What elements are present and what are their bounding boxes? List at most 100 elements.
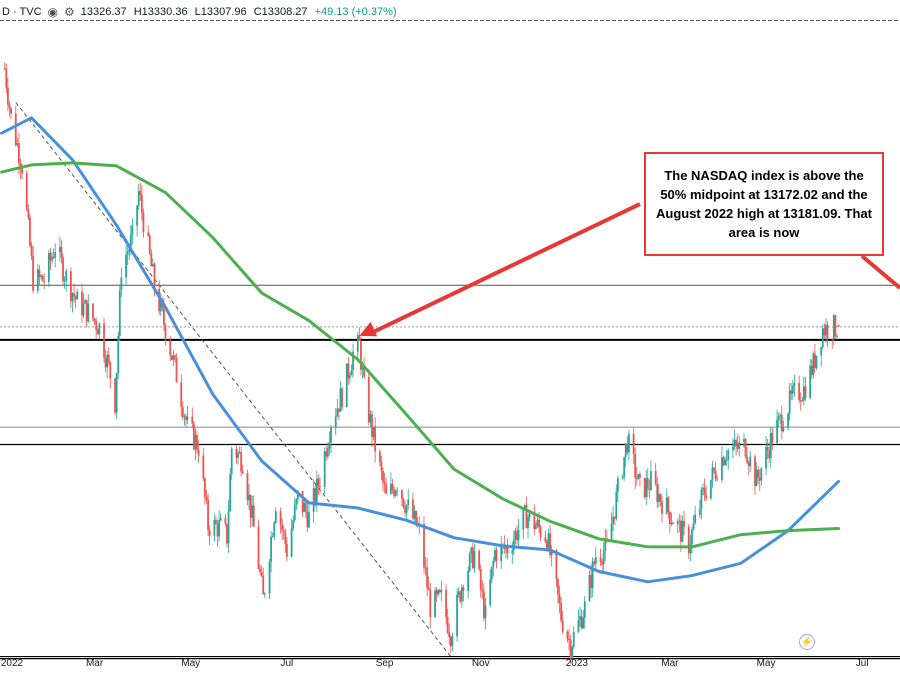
candle-body	[733, 440, 736, 447]
candle-body	[650, 471, 652, 490]
candle-body	[426, 567, 429, 588]
eye-icon[interactable]: ◉	[47, 5, 59, 19]
candle-body	[259, 568, 261, 573]
candle-body	[489, 579, 492, 606]
candle-body	[380, 462, 383, 471]
candle-body	[550, 550, 553, 556]
candle-body	[810, 365, 813, 376]
candle-body	[722, 457, 725, 466]
candle-body	[802, 386, 805, 401]
candle-body	[235, 448, 238, 458]
candle-body	[635, 477, 638, 480]
horizontal-levels	[0, 19, 900, 660]
candle-body	[107, 354, 110, 363]
candle-body	[665, 497, 668, 514]
candle-body	[790, 390, 793, 394]
arrow-offscreen	[860, 254, 900, 290]
candle-body	[301, 490, 304, 512]
candle-body	[626, 443, 629, 453]
candle-body	[648, 488, 651, 490]
candle-body	[14, 113, 17, 146]
x-tick-label: Nov	[472, 658, 490, 669]
candle-body	[602, 551, 605, 565]
change-value: +49.13 (+0.37%)	[314, 6, 397, 18]
candle-body	[172, 355, 175, 360]
candle-body	[448, 632, 451, 638]
candle-body	[694, 514, 696, 524]
x-tick-label: Mar	[661, 658, 679, 669]
candle-body	[139, 191, 142, 196]
candle-body	[326, 448, 329, 457]
candle-body	[241, 471, 244, 474]
candle-body	[535, 525, 537, 530]
candle-body	[197, 449, 200, 456]
symbol-label[interactable]: D · TVC	[2, 6, 42, 18]
candle-body	[10, 107, 12, 114]
candle-body	[580, 616, 583, 629]
candle-body	[360, 340, 362, 370]
candle-body	[216, 523, 219, 537]
candle-body	[205, 496, 208, 500]
candle-body	[8, 104, 11, 108]
candle-body	[460, 587, 463, 602]
candle-body	[621, 476, 624, 479]
candle-body	[815, 355, 818, 368]
candle-body	[170, 355, 173, 360]
candle-body	[769, 432, 772, 459]
candle-body	[282, 530, 285, 532]
candle-body	[404, 507, 406, 513]
candle-body	[801, 400, 804, 402]
candle-body	[30, 245, 33, 256]
candle-body	[350, 370, 353, 376]
candle-body	[237, 452, 239, 458]
candle-body	[591, 561, 594, 589]
symbol-header: D · TVC ◉ ⚙ 13326.37 H13330.36 L13307.96…	[0, 0, 900, 24]
candle-body	[412, 499, 414, 519]
candle-body	[274, 511, 277, 523]
candle-body	[82, 303, 85, 316]
candle-body	[40, 275, 42, 277]
candle-body	[791, 386, 794, 394]
gear-icon[interactable]: ⚙	[64, 5, 75, 19]
candle-body	[358, 335, 361, 341]
candle-body	[809, 365, 812, 398]
candle-body	[202, 455, 205, 479]
candle-body	[572, 631, 575, 647]
candle-body	[98, 323, 101, 335]
candle-body	[495, 550, 498, 562]
x-tick-label: 2023	[566, 658, 589, 669]
candle-body	[546, 541, 548, 550]
candle-body	[837, 324, 840, 327]
candle-body	[703, 487, 706, 496]
annotation-box: The NASDAQ index is above the 50% midpoi…	[644, 152, 884, 256]
candle-body	[569, 639, 572, 658]
candle-body	[372, 426, 375, 437]
candle-body	[385, 484, 388, 494]
lightning-icon[interactable]: ⚡	[799, 634, 815, 650]
candle-body	[766, 447, 769, 451]
candle-body	[743, 438, 745, 443]
candle-body	[777, 416, 780, 420]
candle-body	[683, 521, 685, 527]
candle-body	[490, 566, 493, 580]
x-axis: 2022 Mar May Jul Sep Nov 2023 Mar May Jul	[1, 658, 869, 669]
candle-body	[549, 533, 551, 556]
candle-body	[624, 443, 627, 457]
candle-body	[687, 526, 690, 554]
candle-body	[720, 457, 723, 480]
candle-body	[51, 256, 53, 261]
candle-body	[702, 487, 704, 490]
candle-body	[506, 546, 509, 554]
candle-body	[798, 382, 801, 401]
candle-body	[787, 413, 789, 428]
candle-body	[393, 489, 395, 496]
candle-body	[560, 602, 563, 621]
candle-body	[459, 591, 462, 602]
candle-body	[71, 293, 74, 302]
candle-body	[279, 511, 282, 525]
candle-body	[656, 483, 659, 503]
candle-body	[407, 499, 410, 506]
candle-body	[218, 520, 220, 537]
candle-body	[180, 382, 183, 408]
